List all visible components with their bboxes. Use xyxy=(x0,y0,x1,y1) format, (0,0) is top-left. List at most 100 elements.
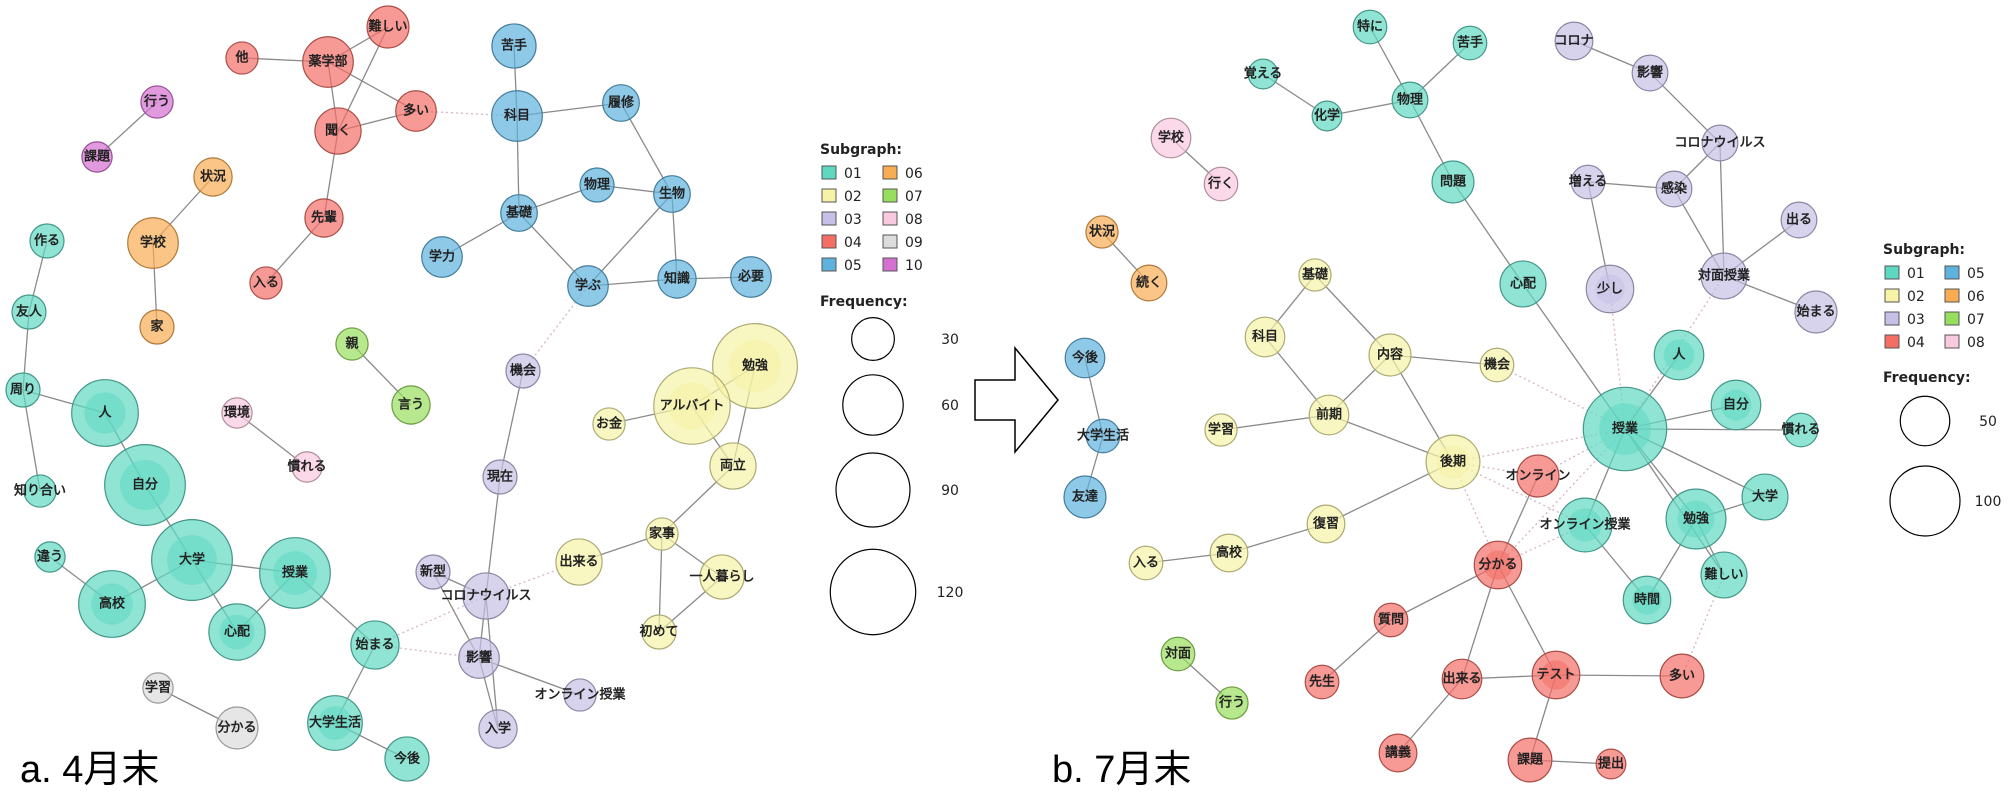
node-label: 環境 xyxy=(224,405,250,421)
node-label: 新型 xyxy=(420,564,446,580)
legend-b: Subgraph: 01 02 03 04 05 06 07 08 Frequency: 50 100 xyxy=(1883,242,2001,537)
node-時間: 時間 xyxy=(1622,575,1672,625)
node-label: 後期 xyxy=(1440,454,1466,470)
edge-機会-授業 xyxy=(1496,364,1626,430)
node-学ぶ: 学ぶ xyxy=(567,265,609,307)
node-core xyxy=(166,534,218,586)
legend-label: 01 xyxy=(1907,266,1925,282)
node-circle xyxy=(1507,737,1553,783)
legend-item-01: 01 xyxy=(821,165,862,182)
node-状況: 状況 xyxy=(1085,215,1119,249)
node-label: 言う xyxy=(398,397,424,413)
node-言う: 言う xyxy=(391,385,431,425)
legend-frequency-circle xyxy=(851,317,895,361)
node-大学: 大学 xyxy=(151,519,233,601)
node-circle xyxy=(1431,160,1475,204)
node-聞く: 聞く xyxy=(314,107,362,155)
node-内容: 内容 xyxy=(1368,333,1412,377)
edge-機会-現在 xyxy=(499,370,524,478)
node-label: 聞く xyxy=(325,124,351,139)
node-circle xyxy=(1128,545,1164,581)
node-circle xyxy=(1247,58,1279,90)
node-label: 先生 xyxy=(1309,674,1335,690)
node-circle xyxy=(1306,504,1346,544)
node-circle xyxy=(395,90,437,132)
node-label: 機会 xyxy=(1484,357,1511,373)
node-label: 苦手 xyxy=(1457,35,1483,51)
legend-item-04: 04 xyxy=(821,234,862,251)
node-label: 慣れる xyxy=(1781,422,1820,438)
node-label: 違う xyxy=(37,549,63,565)
legend-frequency-label: 90 xyxy=(941,483,959,499)
legend-label: 06 xyxy=(905,166,923,182)
node-core xyxy=(728,339,782,393)
node-分かる: 分かる xyxy=(1473,540,1523,590)
node-circle xyxy=(81,141,113,173)
node-circle xyxy=(304,198,344,238)
legend-item-02: 02 xyxy=(1884,288,1925,305)
legend-label: 05 xyxy=(1967,266,1985,282)
legend-swatch xyxy=(1884,334,1900,349)
node-現在: 現在 xyxy=(482,459,518,495)
node-label: 自分 xyxy=(132,477,158,493)
node-label: 学習 xyxy=(145,680,171,696)
node-circle xyxy=(555,538,603,586)
node-label: 基礎 xyxy=(1301,267,1329,283)
node-コロナウイルス: コロナウイルス xyxy=(440,572,532,620)
node-label: 増える xyxy=(1569,174,1608,190)
legend-swatch xyxy=(1944,288,1960,303)
node-label: 大学 xyxy=(1752,489,1778,505)
node-circle xyxy=(1794,290,1838,334)
node-label: テスト xyxy=(1536,668,1575,683)
node-生物: 生物 xyxy=(653,175,691,213)
node-先生: 先生 xyxy=(1304,664,1340,700)
node-circle xyxy=(478,709,518,749)
node-label: 先輩 xyxy=(311,210,337,226)
node-label: 学ぶ xyxy=(575,278,601,294)
node-label: コロナウイルス xyxy=(440,589,531,604)
node-物理: 物理 xyxy=(1391,81,1429,119)
node-circle xyxy=(1085,215,1119,249)
node-circle xyxy=(1160,636,1196,672)
node-必要: 必要 xyxy=(730,256,772,298)
node-復習: 復習 xyxy=(1306,504,1346,544)
node-出る: 出る xyxy=(1780,201,1818,239)
legend-frequency-circle xyxy=(1889,465,1961,537)
node-circle xyxy=(384,736,430,782)
node-友達: 友達 xyxy=(1063,475,1107,519)
node-label: 今後 xyxy=(393,751,421,767)
node-学力: 学力 xyxy=(421,236,463,278)
node-core xyxy=(1595,274,1625,304)
node-大学生活: 大学生活 xyxy=(307,695,363,751)
node-label: 周り xyxy=(10,383,36,398)
node-label: 両立 xyxy=(720,458,746,474)
node-label: 家事 xyxy=(649,526,675,542)
node-label: コロナウイルス xyxy=(1674,136,1765,151)
edge-少し-授業 xyxy=(1609,288,1626,430)
node-label: 友達 xyxy=(1072,489,1098,505)
legend-frequency-circle xyxy=(842,374,904,436)
node-core xyxy=(273,551,317,595)
node-label: 影響 xyxy=(466,650,492,666)
legend-label: 03 xyxy=(844,212,862,228)
node-label: 出来る xyxy=(559,554,598,570)
node-分かる: 分かる xyxy=(215,706,259,750)
legend-swatch xyxy=(821,234,837,249)
node-難しい: 難しい xyxy=(1700,551,1748,599)
node-label: 始まる xyxy=(355,637,394,653)
node-多い: 多い xyxy=(395,90,437,132)
node-入る: 入る xyxy=(1128,545,1164,581)
legend-label: 01 xyxy=(844,166,862,182)
legend-frequency-circle xyxy=(1899,395,1951,447)
node-circle xyxy=(1595,748,1627,780)
node-core xyxy=(119,459,171,511)
legend-swatch xyxy=(882,165,898,180)
node-circle xyxy=(5,372,41,408)
node-label: 知識 xyxy=(664,271,690,287)
node-オンライン授業: オンライン授業 xyxy=(1539,497,1631,553)
node-機会: 機会 xyxy=(505,353,541,389)
legend-swatch xyxy=(882,188,898,203)
node-label: 状況 xyxy=(200,169,226,185)
